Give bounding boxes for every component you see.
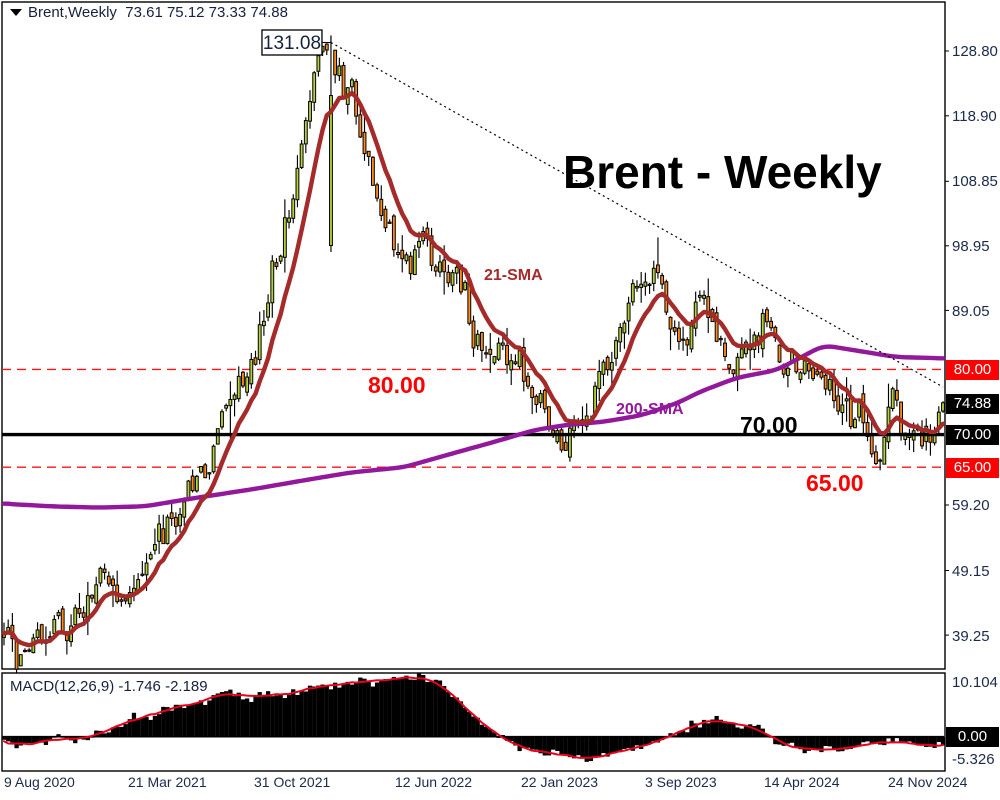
svg-text:131.08: 131.08 (263, 33, 321, 54)
